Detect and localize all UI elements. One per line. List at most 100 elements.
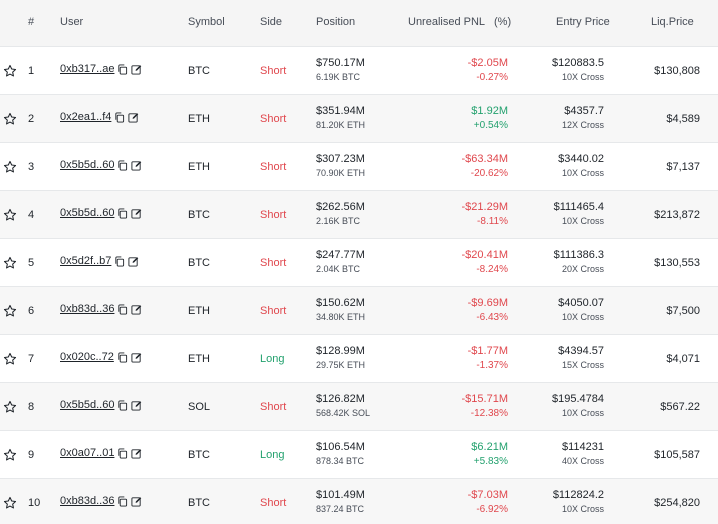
leverage-mode: 15X Cross xyxy=(561,360,604,370)
header-position[interactable]: Position xyxy=(316,16,356,28)
leverage-mode: 10X Cross xyxy=(561,312,604,322)
leverage-mode: 10X Cross xyxy=(561,408,604,418)
edit-icon[interactable] xyxy=(128,256,139,267)
star-icon[interactable] xyxy=(3,64,17,78)
entry-cell: $4357.7 12X Cross xyxy=(562,105,604,130)
user-address-link[interactable]: 0xb83d..36 xyxy=(60,495,115,507)
user-address-link[interactable]: 0x2ea1..f4 xyxy=(60,111,112,123)
entry-cell: $111465.4 10X Cross xyxy=(554,201,604,226)
pnl-cell: -$2.05M -0.27% xyxy=(468,57,508,83)
pnl-value: -$7.03M xyxy=(467,489,508,501)
row-rank: 6 xyxy=(28,305,35,317)
user-address-link[interactable]: 0xb317..ae xyxy=(60,63,115,75)
position-value: $150.62M xyxy=(316,297,365,309)
row-side: Short xyxy=(260,161,287,173)
edit-icon[interactable] xyxy=(131,64,142,75)
user-address-link[interactable]: 0x5d2f..b7 xyxy=(60,255,112,267)
entry-price: $4394.57 xyxy=(558,345,604,357)
edit-icon[interactable] xyxy=(131,400,142,411)
header-side[interactable]: Side xyxy=(260,16,283,28)
user-address-link[interactable]: 0x020c..72 xyxy=(60,351,114,363)
user-address-link[interactable]: 0x5b5d..60 xyxy=(60,207,115,219)
edit-icon[interactable] xyxy=(131,352,142,363)
copy-icon[interactable] xyxy=(117,63,128,75)
star-icon[interactable] xyxy=(3,352,17,366)
table-body: 1 0xb317..ae BTC Short $750.17M 6.19K BT… xyxy=(0,46,718,524)
position-cell: $126.82M 568.42K SOL xyxy=(316,393,370,418)
edit-icon[interactable] xyxy=(131,304,142,315)
header-liq-price[interactable]: Liq.Price xyxy=(651,16,694,28)
pnl-percent: +0.54% xyxy=(473,120,508,131)
row-symbol: BTC xyxy=(188,449,210,461)
user-cell: 0x5b5d..60 xyxy=(60,399,142,411)
position-value: $126.82M xyxy=(316,393,365,405)
liq-price: $4,071 xyxy=(666,353,700,365)
edit-icon[interactable] xyxy=(131,448,142,459)
header-symbol[interactable]: Symbol xyxy=(188,16,225,28)
user-address-link[interactable]: 0x5b5d..60 xyxy=(60,159,115,171)
copy-icon[interactable] xyxy=(117,399,128,411)
row-symbol: ETH xyxy=(188,161,210,173)
pnl-percent: -12.38% xyxy=(470,408,508,419)
star-icon[interactable] xyxy=(3,496,17,510)
pnl-percent: -8.11% xyxy=(477,216,508,227)
copy-icon[interactable] xyxy=(117,303,128,315)
copy-icon[interactable] xyxy=(114,111,125,123)
user-cell: 0xb317..ae xyxy=(60,63,142,75)
star-icon[interactable] xyxy=(3,256,17,270)
header-pnl-pct[interactable]: (%) xyxy=(494,16,512,28)
position-cell: $351.94M 81.20K ETH xyxy=(316,105,365,130)
user-address-link[interactable]: 0xb83d..36 xyxy=(60,303,115,315)
position-size: 2.16K BTC xyxy=(316,216,361,226)
user-address-link[interactable]: 0x5b5d..60 xyxy=(60,399,115,411)
position-value: $128.99M xyxy=(316,345,365,357)
row-side: Short xyxy=(260,497,287,509)
row-symbol: ETH xyxy=(188,113,210,125)
table-row: 6 0xb83d..36 ETH Short $150.62M 34.80K E… xyxy=(0,286,718,334)
pnl-cell: -$20.41M -8.24% xyxy=(462,249,508,275)
liq-price: $7,137 xyxy=(666,161,700,173)
pnl-value: -$21.29M xyxy=(461,201,508,213)
copy-icon[interactable] xyxy=(117,207,128,219)
star-icon[interactable] xyxy=(3,208,17,222)
leverage-mode: 40X Cross xyxy=(561,456,604,466)
row-symbol: ETH xyxy=(188,305,210,317)
edit-icon[interactable] xyxy=(131,496,142,507)
star-icon[interactable] xyxy=(3,448,17,462)
entry-cell: $4050.07 10X Cross xyxy=(558,297,604,322)
star-icon[interactable] xyxy=(3,400,17,414)
copy-icon[interactable] xyxy=(117,351,128,363)
pnl-cell: -$7.03M -6.92% xyxy=(468,489,508,515)
row-side: Long xyxy=(260,353,285,365)
position-cell: $750.17M 6.19K BTC xyxy=(316,57,365,82)
pnl-value: -$20.41M xyxy=(461,249,508,261)
copy-icon[interactable] xyxy=(117,495,128,507)
pnl-percent: -20.62% xyxy=(470,168,508,179)
leverage-mode: 10X Cross xyxy=(561,216,604,226)
edit-icon[interactable] xyxy=(131,208,142,219)
leverage-mode: 10X Cross xyxy=(561,72,604,82)
row-side: Short xyxy=(260,113,287,125)
copy-icon[interactable] xyxy=(117,447,128,459)
pnl-value: -$9.69M xyxy=(467,297,508,309)
pnl-cell: $1.92M +0.54% xyxy=(471,105,508,131)
edit-icon[interactable] xyxy=(128,112,139,123)
header-pnl[interactable]: Unrealised PNL xyxy=(408,16,486,28)
copy-icon[interactable] xyxy=(117,159,128,171)
star-icon[interactable] xyxy=(3,304,17,318)
position-size: 81.20K ETH xyxy=(316,120,366,130)
row-rank: 9 xyxy=(28,449,35,461)
star-icon[interactable] xyxy=(3,160,17,174)
position-cell: $262.56M 2.16K BTC xyxy=(316,201,365,226)
copy-icon[interactable] xyxy=(114,255,125,267)
pnl-percent: -6.43% xyxy=(476,312,508,323)
header-entry-price[interactable]: Entry Price xyxy=(556,16,610,28)
position-cell: $307.23M 70.90K ETH xyxy=(316,153,365,178)
user-address-link[interactable]: 0x0a07..01 xyxy=(60,447,115,459)
edit-icon[interactable] xyxy=(131,160,142,171)
header-user[interactable]: User xyxy=(60,16,84,28)
star-icon[interactable] xyxy=(3,112,17,126)
position-cell: $247.77M 2.04K BTC xyxy=(316,249,365,274)
table-row: 8 0x5b5d..60 SOL Short $126.82M 568.42K … xyxy=(0,382,718,430)
row-rank: 1 xyxy=(28,65,35,77)
